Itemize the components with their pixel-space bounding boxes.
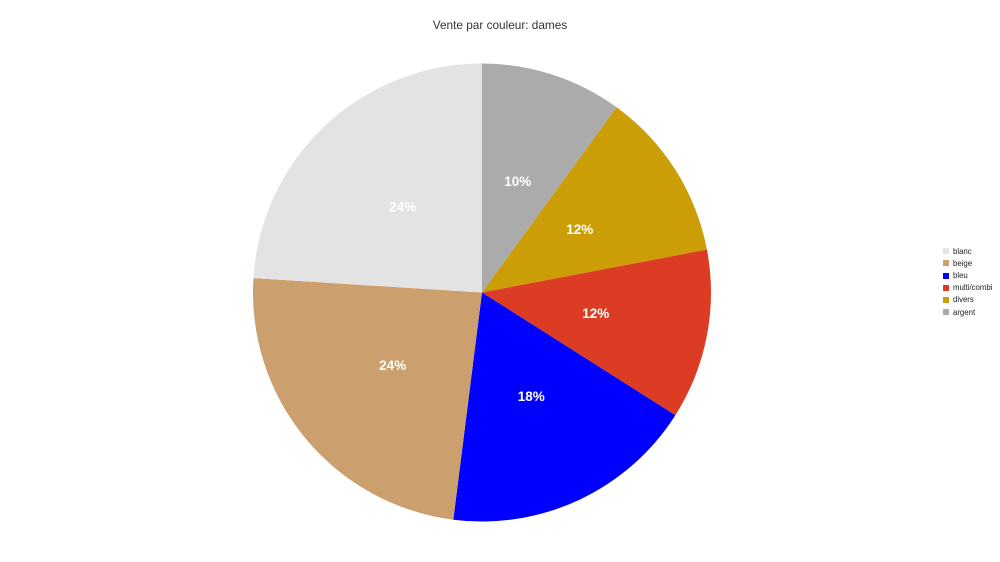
- svg-text:18%: 18%: [518, 389, 545, 404]
- svg-text:24%: 24%: [379, 358, 406, 373]
- svg-text:12%: 12%: [582, 306, 609, 321]
- svg-text:12%: 12%: [566, 222, 593, 237]
- svg-text:10%: 10%: [504, 174, 531, 189]
- svg-text:24%: 24%: [389, 200, 416, 215]
